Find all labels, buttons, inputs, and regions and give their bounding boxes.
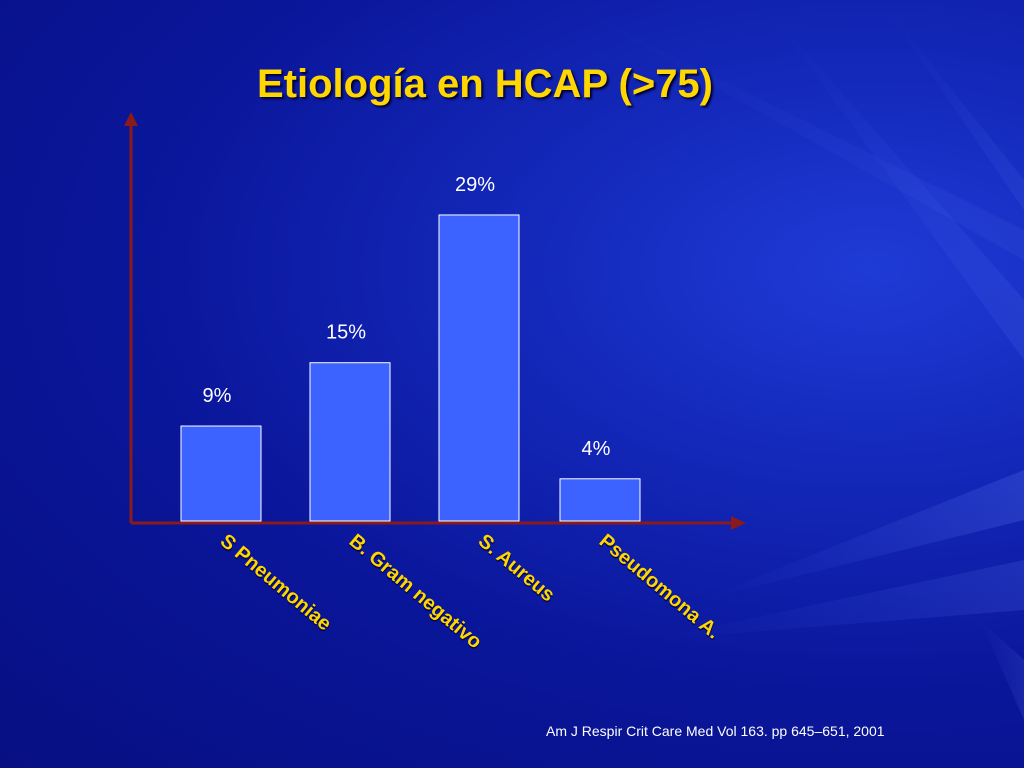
value-labels-group: 9% 15% 29% 4% [203,174,611,460]
x-axis-arrow [731,516,746,530]
bar [180,425,262,522]
bar [309,362,391,522]
bars-group [180,214,641,522]
bar-value-label: 29% [455,174,495,196]
bar [438,214,520,522]
y-axis-arrow [124,112,138,126]
category-label: B. Gram negativo [345,530,486,653]
slide-title: Etiología en HCAP (>75) [256,62,713,106]
citation-text: Am J Respir Crit Care Med Vol 163. pp 64… [546,723,885,739]
category-label: Pseudomona A. [595,530,724,644]
bar-value-label: 15% [326,322,366,344]
axes-group [124,112,746,530]
bar [559,478,641,522]
category-label: S. Aureus [474,530,559,606]
bar-value-label: 9% [203,385,232,407]
bar-value-label: 4% [582,438,611,460]
category-label: S Pneumoniae [216,530,336,635]
